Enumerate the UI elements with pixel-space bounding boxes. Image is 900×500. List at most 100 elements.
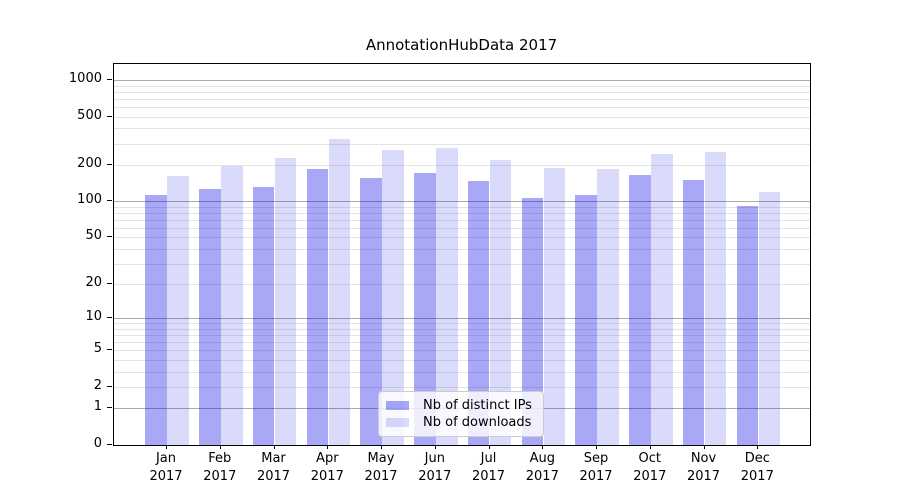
bar-nb-of-downloads-aug <box>543 167 565 445</box>
x-tick-label-jul: Jul 2017 <box>471 451 506 484</box>
y-tick-1000 <box>107 79 112 80</box>
bar-nb-of-distinct-ips-aug <box>521 197 543 445</box>
gridline-8 <box>114 328 810 330</box>
bar-nb-of-downloads-sep <box>597 169 619 445</box>
x-tick-jul <box>488 445 490 449</box>
gridline-5 <box>114 350 810 352</box>
bar-nb-of-distinct-ips-feb <box>199 189 221 445</box>
bar-nb-of-distinct-ips-sep <box>575 194 597 445</box>
plot-area <box>113 63 811 446</box>
x-tick-dec <box>757 445 759 449</box>
legend: Nb of distinct IPs Nb of downloads <box>378 391 544 437</box>
x-tick-label-feb: Feb 2017 <box>203 451 237 484</box>
bar-nb-of-distinct-ips-dec <box>736 206 758 445</box>
bar-nb-of-downloads-may <box>382 150 404 445</box>
x-tick-jan <box>166 445 167 449</box>
bar-nb-of-distinct-ips-oct <box>629 175 651 445</box>
gridline-10 <box>114 318 810 320</box>
x-tick-aug <box>542 445 544 449</box>
gridline-100 <box>114 201 810 203</box>
gridline-200 <box>114 164 810 166</box>
y-tick-label-100: 100 <box>77 192 102 208</box>
bar-nb-of-downloads-apr <box>328 139 350 445</box>
gridline-400 <box>114 128 810 130</box>
gridline-300 <box>114 143 810 145</box>
gridline-600 <box>114 107 810 108</box>
bar-nb-of-downloads-jun <box>436 148 458 445</box>
y-tick-label-5: 5 <box>93 341 102 357</box>
y-tick-label-200: 200 <box>77 155 102 171</box>
gridline-9 <box>114 323 810 325</box>
y-tick-50 <box>107 236 112 238</box>
x-tick-label-oct: Oct 2017 <box>633 451 667 484</box>
y-tick-20 <box>107 283 112 285</box>
gridline-40 <box>114 248 810 250</box>
gridline-60 <box>114 227 810 229</box>
bar-nb-of-distinct-ips-jul <box>467 181 490 445</box>
x-tick-feb <box>219 445 221 449</box>
gridline-3 <box>114 371 810 373</box>
bar-nb-of-downloads-nov <box>704 151 727 445</box>
y-tick-label-500: 500 <box>77 107 102 123</box>
bar-nb-of-downloads-mar <box>274 157 297 445</box>
y-tick-label-50: 50 <box>85 228 102 244</box>
y-tick-label-1: 1 <box>93 399 102 415</box>
gridline-30 <box>114 263 810 265</box>
bar-nb-of-downloads-jan <box>167 175 189 445</box>
gridline-500 <box>114 116 810 118</box>
legend-label-downloads: Nb of downloads <box>423 415 532 430</box>
x-tick-label-mar: Mar 2017 <box>256 451 291 484</box>
y-tick-1 <box>107 407 112 409</box>
bar-nb-of-downloads-dec <box>758 192 780 445</box>
gridline-1000 <box>114 80 810 81</box>
y-tick-5 <box>107 349 112 351</box>
gridline-80 <box>114 212 810 214</box>
y-tick-label-20: 20 <box>85 275 102 291</box>
x-tick-jun <box>434 445 436 449</box>
bar-nb-of-distinct-ips-jan <box>145 194 167 445</box>
gridline-900 <box>114 85 810 87</box>
bar-nb-of-distinct-ips-mar <box>252 186 275 445</box>
x-tick-label-jan: Jan 2017 <box>149 451 183 484</box>
x-tick-label-may: May 2017 <box>364 451 398 484</box>
x-tick-mar <box>273 445 275 449</box>
x-tick-oct <box>649 445 651 449</box>
y-tick-500 <box>107 115 112 117</box>
y-tick-label-0: 0 <box>93 436 102 451</box>
gridline-4 <box>114 360 810 361</box>
x-tick-label-aug: Aug 2017 <box>525 451 559 484</box>
y-tick-2 <box>107 386 112 387</box>
x-tick-may <box>381 445 382 449</box>
bar-nb-of-downloads-feb <box>221 165 243 445</box>
gridline-7 <box>114 335 810 337</box>
x-tick-label-nov: Nov 2017 <box>686 451 721 484</box>
gridline-20 <box>114 284 810 286</box>
bar-nb-of-downloads-oct <box>651 154 673 445</box>
y-tick-200 <box>107 163 112 165</box>
bar-nb-of-downloads-jul <box>489 160 512 445</box>
bar-nb-of-distinct-ips-jun <box>414 173 436 445</box>
gridline-90 <box>114 206 810 208</box>
x-tick-label-jun: Jun 2017 <box>418 451 452 484</box>
gridline-2 <box>114 387 810 388</box>
chart-title: AnnotationHubData 2017 <box>365 36 558 54</box>
y-tick-100 <box>107 200 112 202</box>
bar-nb-of-distinct-ips-apr <box>306 168 328 445</box>
legend-label-distinct-ips: Nb of distinct IPs <box>423 398 532 413</box>
legend-row-downloads: Nb of downloads <box>386 415 535 430</box>
bar-nb-of-distinct-ips-may <box>360 177 382 445</box>
y-tick-label-2: 2 <box>93 378 102 393</box>
gridline-50 <box>114 237 810 239</box>
gridline-800 <box>114 91 810 93</box>
gridline-700 <box>114 98 810 100</box>
legend-row-distinct-ips: Nb of distinct IPs <box>386 398 535 413</box>
gridline-6 <box>114 342 810 344</box>
y-tick-label-1000: 1000 <box>68 71 102 86</box>
legend-swatch-distinct-ips <box>386 401 409 410</box>
legend-swatch-downloads <box>386 418 409 427</box>
y-tick-10 <box>107 317 112 319</box>
x-tick-label-dec: Dec 2017 <box>740 451 774 484</box>
x-tick-sep <box>596 445 597 449</box>
x-tick-apr <box>327 445 329 449</box>
